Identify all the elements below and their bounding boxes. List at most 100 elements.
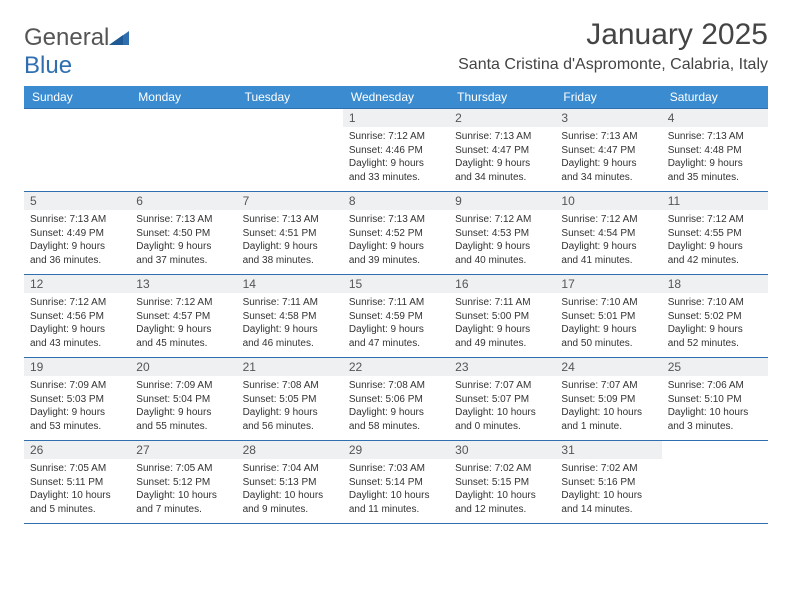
day-cell: 1Sunrise: 7:12 AMSunset: 4:46 PMDaylight… — [343, 109, 449, 191]
daylight-line: and 45 minutes. — [136, 337, 230, 351]
sunset-line: Sunset: 4:55 PM — [668, 227, 762, 241]
day-cell: 23Sunrise: 7:07 AMSunset: 5:07 PMDayligh… — [449, 358, 555, 440]
day-cell-empty — [237, 109, 343, 191]
sunset-line: Sunset: 4:49 PM — [30, 227, 124, 241]
dow-cell: Thursday — [449, 86, 555, 108]
sunrise-line: Sunrise: 7:12 AM — [561, 213, 655, 227]
daylight-line: and 46 minutes. — [243, 337, 337, 351]
daylight-line: Daylight: 10 hours — [349, 489, 443, 503]
sunrise-line: Sunrise: 7:12 AM — [668, 213, 762, 227]
sunrise-line: Sunrise: 7:06 AM — [668, 379, 762, 393]
dow-row: SundayMondayTuesdayWednesdayThursdayFrid… — [24, 86, 768, 108]
sunrise-line: Sunrise: 7:02 AM — [561, 462, 655, 476]
day-number: 25 — [662, 358, 768, 376]
day-number: 23 — [449, 358, 555, 376]
day-cell: 16Sunrise: 7:11 AMSunset: 5:00 PMDayligh… — [449, 275, 555, 357]
day-cell: 19Sunrise: 7:09 AMSunset: 5:03 PMDayligh… — [24, 358, 130, 440]
sunrise-line: Sunrise: 7:08 AM — [243, 379, 337, 393]
day-cell: 26Sunrise: 7:05 AMSunset: 5:11 PMDayligh… — [24, 441, 130, 523]
sunrise-line: Sunrise: 7:09 AM — [30, 379, 124, 393]
day-cell: 14Sunrise: 7:11 AMSunset: 4:58 PMDayligh… — [237, 275, 343, 357]
location: Santa Cristina d'Aspromonte, Calabria, I… — [458, 56, 768, 74]
daylight-line: and 35 minutes. — [668, 171, 762, 185]
sunrise-line: Sunrise: 7:03 AM — [349, 462, 443, 476]
sunset-line: Sunset: 5:04 PM — [136, 393, 230, 407]
day-cell: 15Sunrise: 7:11 AMSunset: 4:59 PMDayligh… — [343, 275, 449, 357]
sunrise-line: Sunrise: 7:07 AM — [455, 379, 549, 393]
day-cell: 8Sunrise: 7:13 AMSunset: 4:52 PMDaylight… — [343, 192, 449, 274]
title-block: January 2025 Santa Cristina d'Aspromonte… — [458, 18, 768, 74]
sunset-line: Sunset: 4:56 PM — [30, 310, 124, 324]
daylight-line: and 50 minutes. — [561, 337, 655, 351]
day-cell: 30Sunrise: 7:02 AMSunset: 5:15 PMDayligh… — [449, 441, 555, 523]
sunrise-line: Sunrise: 7:12 AM — [136, 296, 230, 310]
day-cell: 28Sunrise: 7:04 AMSunset: 5:13 PMDayligh… — [237, 441, 343, 523]
sunrise-line: Sunrise: 7:10 AM — [561, 296, 655, 310]
sunset-line: Sunset: 5:07 PM — [455, 393, 549, 407]
daylight-line: and 3 minutes. — [668, 420, 762, 434]
sunrise-line: Sunrise: 7:13 AM — [561, 130, 655, 144]
day-number: 15 — [343, 275, 449, 293]
daylight-line: Daylight: 10 hours — [243, 489, 337, 503]
sunrise-line: Sunrise: 7:11 AM — [455, 296, 549, 310]
daylight-line: Daylight: 9 hours — [455, 240, 549, 254]
daylight-line: Daylight: 9 hours — [30, 406, 124, 420]
sunrise-line: Sunrise: 7:12 AM — [455, 213, 549, 227]
day-number: 6 — [130, 192, 236, 210]
sunset-line: Sunset: 5:02 PM — [668, 310, 762, 324]
day-cell: 11Sunrise: 7:12 AMSunset: 4:55 PMDayligh… — [662, 192, 768, 274]
day-number: 4 — [662, 109, 768, 127]
logo: GeneralBlue — [24, 18, 129, 80]
daylight-line: Daylight: 9 hours — [243, 323, 337, 337]
logo-part1: General — [24, 24, 109, 51]
dow-cell: Tuesday — [237, 86, 343, 108]
day-number: 12 — [24, 275, 130, 293]
daylight-line: Daylight: 9 hours — [349, 406, 443, 420]
daylight-line: and 12 minutes. — [455, 503, 549, 517]
day-number: 26 — [24, 441, 130, 459]
dow-cell: Sunday — [24, 86, 130, 108]
sunrise-line: Sunrise: 7:05 AM — [136, 462, 230, 476]
daylight-line: and 53 minutes. — [30, 420, 124, 434]
daylight-line: Daylight: 9 hours — [668, 323, 762, 337]
day-number: 13 — [130, 275, 236, 293]
sunset-line: Sunset: 4:57 PM — [136, 310, 230, 324]
weeks-container: 1Sunrise: 7:12 AMSunset: 4:46 PMDaylight… — [24, 108, 768, 524]
day-number: 21 — [237, 358, 343, 376]
daylight-line: and 49 minutes. — [455, 337, 549, 351]
sunrise-line: Sunrise: 7:13 AM — [349, 213, 443, 227]
week-row: 26Sunrise: 7:05 AMSunset: 5:11 PMDayligh… — [24, 441, 768, 524]
daylight-line: Daylight: 9 hours — [30, 240, 124, 254]
day-cell: 22Sunrise: 7:08 AMSunset: 5:06 PMDayligh… — [343, 358, 449, 440]
day-cell: 25Sunrise: 7:06 AMSunset: 5:10 PMDayligh… — [662, 358, 768, 440]
day-number: 29 — [343, 441, 449, 459]
daylight-line: and 52 minutes. — [668, 337, 762, 351]
day-number: 11 — [662, 192, 768, 210]
daylight-line: and 7 minutes. — [136, 503, 230, 517]
daylight-line: and 36 minutes. — [30, 254, 124, 268]
week-row: 1Sunrise: 7:12 AMSunset: 4:46 PMDaylight… — [24, 108, 768, 192]
sunset-line: Sunset: 4:58 PM — [243, 310, 337, 324]
sunrise-line: Sunrise: 7:13 AM — [30, 213, 124, 227]
day-number: 14 — [237, 275, 343, 293]
daylight-line: Daylight: 9 hours — [349, 323, 443, 337]
daylight-line: Daylight: 9 hours — [136, 406, 230, 420]
day-cell: 18Sunrise: 7:10 AMSunset: 5:02 PMDayligh… — [662, 275, 768, 357]
sunset-line: Sunset: 4:52 PM — [349, 227, 443, 241]
day-cell: 6Sunrise: 7:13 AMSunset: 4:50 PMDaylight… — [130, 192, 236, 274]
sunset-line: Sunset: 5:00 PM — [455, 310, 549, 324]
daylight-line: and 38 minutes. — [243, 254, 337, 268]
sunrise-line: Sunrise: 7:05 AM — [30, 462, 124, 476]
calendar: SundayMondayTuesdayWednesdayThursdayFrid… — [24, 86, 768, 524]
daylight-line: Daylight: 9 hours — [30, 323, 124, 337]
day-cell: 12Sunrise: 7:12 AMSunset: 4:56 PMDayligh… — [24, 275, 130, 357]
month-title: January 2025 — [458, 18, 768, 52]
day-number: 20 — [130, 358, 236, 376]
day-cell: 24Sunrise: 7:07 AMSunset: 5:09 PMDayligh… — [555, 358, 661, 440]
sunrise-line: Sunrise: 7:07 AM — [561, 379, 655, 393]
daylight-line: Daylight: 9 hours — [243, 406, 337, 420]
sunrise-line: Sunrise: 7:13 AM — [136, 213, 230, 227]
daylight-line: Daylight: 9 hours — [349, 157, 443, 171]
daylight-line: Daylight: 9 hours — [136, 240, 230, 254]
day-number: 17 — [555, 275, 661, 293]
